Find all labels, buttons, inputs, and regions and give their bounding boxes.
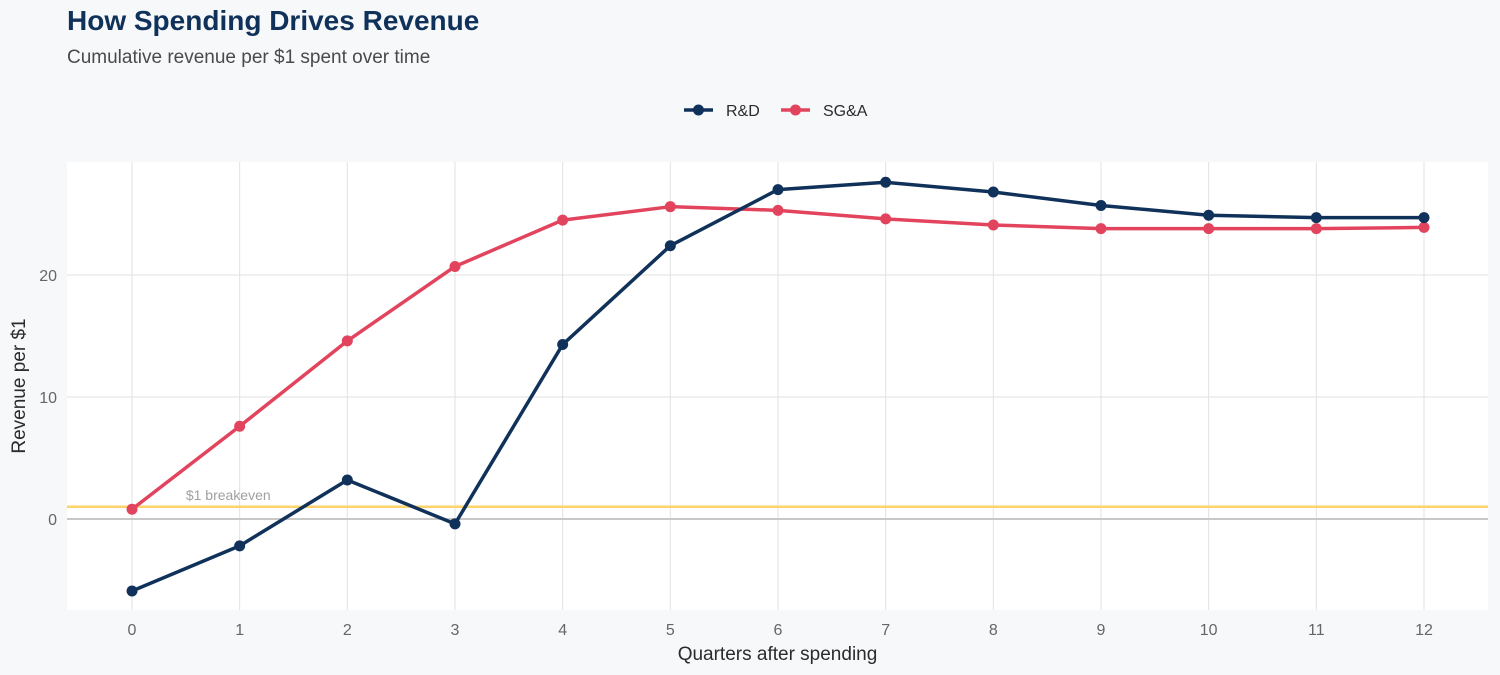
x-tick-label: 5 bbox=[666, 622, 675, 639]
y-axis-title: Revenue per $1 bbox=[9, 318, 30, 453]
sga-point bbox=[1418, 221, 1430, 233]
sga-point bbox=[234, 420, 246, 432]
rd-point bbox=[664, 240, 676, 252]
rd-legend-marker bbox=[693, 104, 704, 116]
rd-point bbox=[234, 540, 246, 552]
x-tick-label: 4 bbox=[558, 622, 567, 639]
series-lines bbox=[126, 176, 1430, 597]
rd-point bbox=[1095, 199, 1107, 211]
sga-point bbox=[987, 219, 999, 231]
x-tick-label: 11 bbox=[1308, 622, 1325, 639]
sga-point bbox=[1203, 223, 1215, 235]
x-tick-label: 1 bbox=[235, 622, 244, 639]
x-axis-ticks: 0 1 2 3 4 5 6 7 8 9 10 11 12 bbox=[128, 622, 1433, 639]
sga-legend-label: SG&A bbox=[823, 103, 868, 120]
rd-point bbox=[1418, 212, 1430, 224]
x-tick-label: 8 bbox=[989, 622, 998, 639]
sga-point bbox=[126, 503, 138, 515]
sga-point bbox=[880, 213, 892, 225]
rd-point bbox=[772, 184, 784, 196]
chart-subtitle: Cumulative revenue per $1 spent over tim… bbox=[67, 47, 431, 68]
sga-legend-marker bbox=[790, 104, 801, 116]
x-tick-label: 7 bbox=[881, 622, 890, 639]
sga-point bbox=[449, 260, 461, 272]
sga-point bbox=[1095, 223, 1107, 235]
y-tick-label: 10 bbox=[39, 390, 57, 407]
grid-lines bbox=[67, 162, 1488, 610]
sga-point bbox=[557, 214, 569, 226]
sga-point bbox=[341, 335, 353, 347]
sga-point bbox=[664, 201, 676, 213]
rd-point bbox=[1310, 212, 1322, 224]
rd-point bbox=[987, 186, 999, 198]
rd-point bbox=[880, 176, 892, 188]
x-tick-label: 10 bbox=[1200, 622, 1218, 639]
sga-point bbox=[1310, 223, 1322, 235]
x-tick-label: 12 bbox=[1415, 622, 1433, 639]
x-tick-label: 3 bbox=[451, 622, 460, 639]
y-tick-label: 20 bbox=[39, 268, 57, 285]
chart-title: How Spending Drives Revenue bbox=[67, 5, 480, 36]
x-tick-label: 9 bbox=[1097, 622, 1106, 639]
x-tick-label: 6 bbox=[774, 622, 783, 639]
breakeven-label: $1 breakeven bbox=[186, 487, 271, 503]
rd-legend-label: R&D bbox=[726, 103, 760, 120]
y-axis-ticks: 0 10 20 bbox=[39, 268, 57, 529]
y-tick-label: 0 bbox=[48, 512, 57, 529]
rd-point bbox=[1203, 209, 1215, 221]
rd-point bbox=[449, 518, 461, 530]
rd-point bbox=[557, 339, 569, 351]
legend: R&D SG&A bbox=[684, 103, 868, 120]
sga-point bbox=[772, 204, 784, 216]
x-axis-title: Quarters after spending bbox=[678, 644, 878, 665]
rd-point bbox=[341, 474, 353, 486]
rd-point bbox=[126, 585, 138, 597]
x-tick-label: 0 bbox=[128, 622, 137, 639]
x-tick-label: 2 bbox=[343, 622, 352, 639]
